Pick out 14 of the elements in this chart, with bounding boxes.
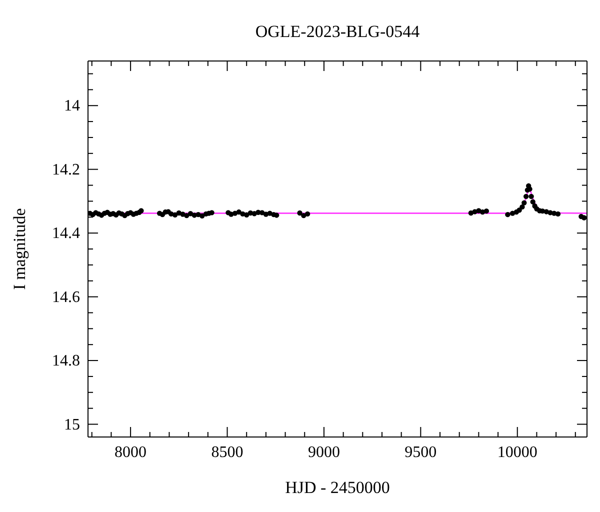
y-tick-label: 14.8: [52, 352, 80, 370]
y-tick-label: 14: [64, 98, 80, 115]
y-tick-label: 14.6: [52, 288, 80, 306]
y-axis-title: I magnitude: [10, 208, 30, 290]
x-tick-label: 9000: [308, 444, 340, 461]
x-axis-title: HJD - 2450000: [284, 478, 391, 498]
chart-title: OGLE-2023-BLG-0544: [254, 22, 421, 42]
x-tick-label: 10000: [497, 444, 538, 461]
y-tick-label: 14.2: [52, 161, 80, 178]
x-tick-label: 9500: [404, 444, 437, 461]
x-tick-label: 8000: [114, 444, 147, 461]
y-tick-label: 14.4: [52, 225, 80, 242]
y-tick-label: 15: [64, 416, 80, 434]
x-tick-label: 8500: [211, 444, 244, 461]
